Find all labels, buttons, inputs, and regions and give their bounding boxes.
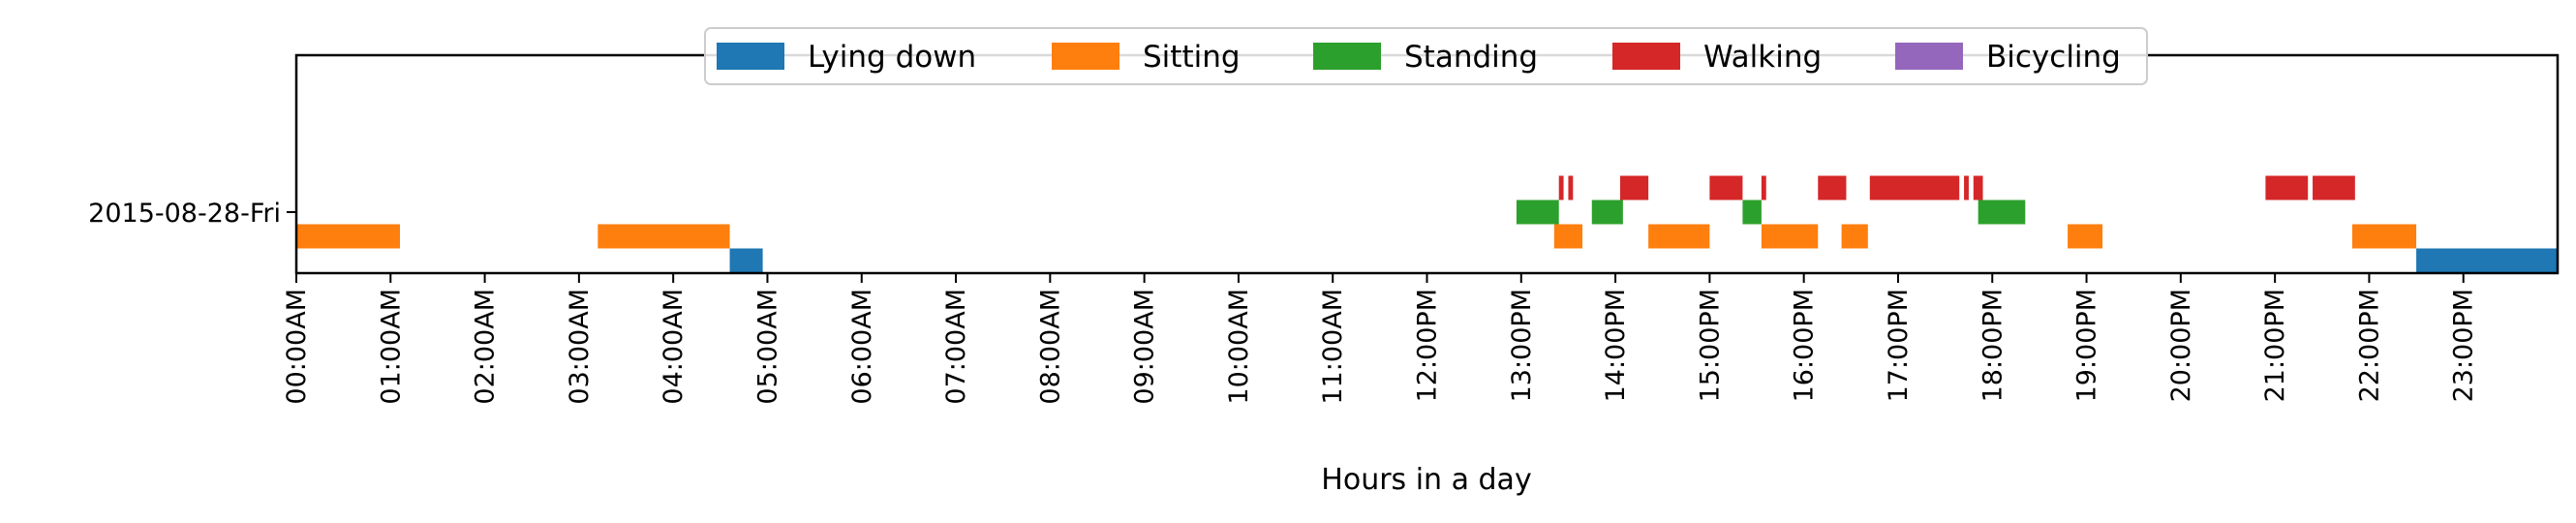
x-tick-label-18: 18:00PM xyxy=(1978,289,2008,402)
x-axis: 00:00AM 01:00AM 02:00AM 03:00AM 04:00AM 05:00… xyxy=(282,273,2479,405)
bar-sitting-6 xyxy=(2068,224,2103,249)
legend-swatch-bicycling xyxy=(1895,43,1963,70)
legend: Lying down Sitting Standing Walking Bicyclin… xyxy=(704,27,2148,85)
legend-box xyxy=(704,27,2148,85)
x-tick-label-14: 14:00PM xyxy=(1601,289,1631,402)
x-tick-label-13: 13:00PM xyxy=(1507,289,1537,402)
legend-swatch-walking xyxy=(1612,43,1680,70)
bar-sitting-0 xyxy=(296,224,401,249)
x-tick-label-8: 08:00AM xyxy=(1035,289,1065,405)
x-tick-label-23: 23:00PM xyxy=(2449,289,2479,402)
x-tick-label-17: 17:00PM xyxy=(1884,289,1914,402)
legend-label-walking: Walking xyxy=(1703,40,1822,75)
bar-walking-10 xyxy=(2313,175,2355,200)
bar-standing-1 xyxy=(1591,200,1623,225)
bar-walking-5 xyxy=(1818,175,1847,200)
x-tick-label-21: 21:00PM xyxy=(2260,289,2290,402)
legend-label-standing: Standing xyxy=(1404,40,1538,75)
bar-sitting-1 xyxy=(598,224,730,249)
bar-sitting-4 xyxy=(1761,224,1819,249)
x-tick-label-10: 10:00AM xyxy=(1224,289,1254,405)
x-tick-label-15: 15:00PM xyxy=(1695,289,1725,402)
x-tick-label-6: 06:00AM xyxy=(847,289,877,405)
x-axis-title: Hours in a day xyxy=(1321,463,1531,497)
x-tick-label-7: 07:00AM xyxy=(941,289,971,405)
bar-walking-1 xyxy=(1568,175,1574,200)
bar-sitting-7 xyxy=(2351,224,2417,249)
x-tick-label-3: 03:00AM xyxy=(565,289,595,405)
y-axis: 2015-08-28-Fri xyxy=(88,199,296,229)
bar-walking-9 xyxy=(2265,175,2309,200)
bar-lying-down-1 xyxy=(2416,248,2558,273)
bar-walking-3 xyxy=(1709,175,1743,200)
bar-sitting-2 xyxy=(1553,224,1583,249)
legend-swatch-sitting xyxy=(1052,43,1119,70)
bar-sitting-5 xyxy=(1841,224,1868,249)
x-tick-label-19: 19:00PM xyxy=(2072,289,2102,402)
x-tick-label-1: 01:00AM xyxy=(376,289,406,405)
x-tick-label-4: 04:00AM xyxy=(659,289,689,405)
x-tick-label-11: 11:00AM xyxy=(1318,289,1348,405)
bar-standing-2 xyxy=(1742,200,1762,225)
y-tick-label-0: 2015-08-28-Fri xyxy=(88,199,281,229)
activity-bars xyxy=(296,175,2558,273)
x-tick-label-5: 05:00AM xyxy=(752,289,782,405)
bar-standing-3 xyxy=(1978,200,2026,225)
x-tick-label-12: 12:00PM xyxy=(1413,289,1443,402)
legend-label-bicycling: Bicycling xyxy=(1986,40,2121,75)
bar-sitting-3 xyxy=(1648,224,1710,249)
x-tick-label-16: 16:00PM xyxy=(1790,289,1820,402)
legend-swatch-lying-down xyxy=(717,43,784,70)
legend-label-lying-down: Lying down xyxy=(808,40,976,75)
bar-walking-4 xyxy=(1761,175,1766,200)
bar-walking-6 xyxy=(1869,175,1960,200)
x-tick-label-2: 02:00AM xyxy=(471,289,501,405)
x-tick-label-0: 00:00AM xyxy=(282,289,312,405)
bar-walking-0 xyxy=(1558,175,1564,200)
bar-walking-7 xyxy=(1964,175,1969,200)
bar-walking-2 xyxy=(1619,175,1649,200)
legend-label-sitting: Sitting xyxy=(1143,40,1241,75)
bar-lying-down-0 xyxy=(729,248,763,273)
x-tick-label-20: 20:00PM xyxy=(2166,289,2196,402)
bar-walking-8 xyxy=(1973,175,1983,200)
legend-swatch-standing xyxy=(1313,43,1381,70)
x-tick-label-9: 09:00AM xyxy=(1130,289,1160,405)
bar-standing-0 xyxy=(1516,200,1559,225)
x-tick-label-22: 22:00PM xyxy=(2354,289,2384,402)
